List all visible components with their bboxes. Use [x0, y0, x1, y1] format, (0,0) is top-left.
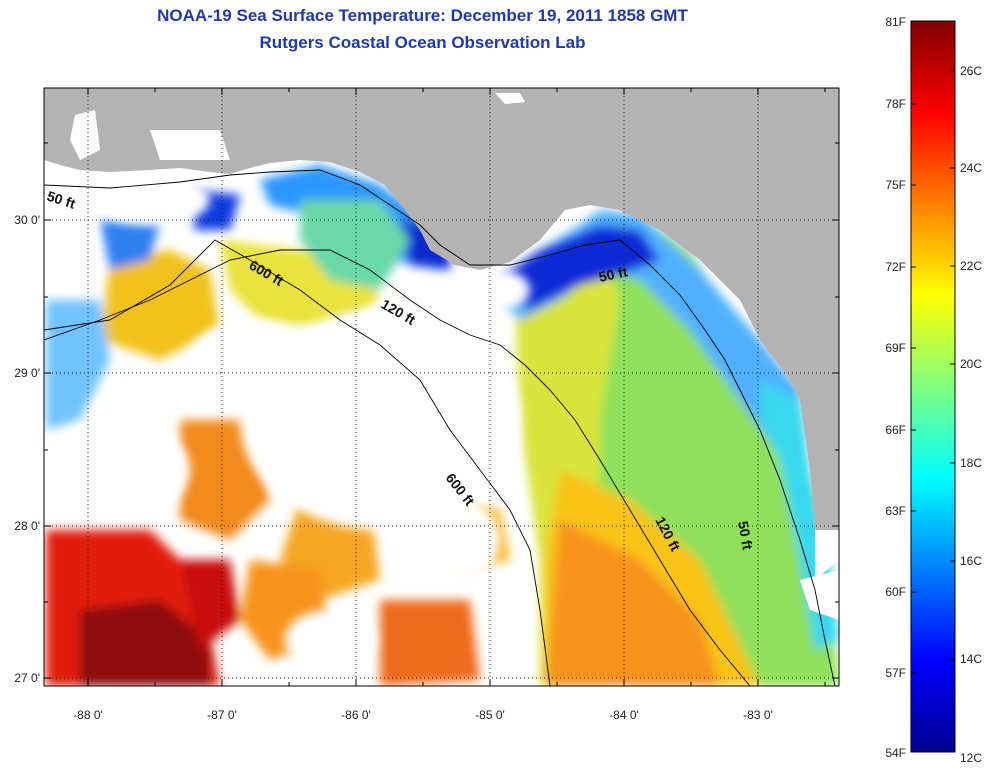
map-frame	[43, 87, 840, 687]
colorbar-c-label: 26C	[960, 64, 982, 78]
contour-label: 50 ft	[597, 263, 629, 285]
colorbar-f-label: 78F	[885, 97, 906, 111]
lon-tick-label: -85 0'	[475, 708, 505, 722]
colorbar-f-labels: 81F 78F 75F 72F 69F 66F 63F 60F 57F 54F	[885, 15, 906, 760]
map-subtitle: Rutgers Coastal Ocean Observation Lab	[259, 33, 586, 52]
graticule	[44, 88, 839, 686]
colorbar-f-label: 57F	[885, 666, 906, 680]
lon-tick-label: -84 0'	[609, 708, 639, 722]
colorbar-c-label: 12C	[960, 751, 982, 765]
colorbar-f-label: 81F	[885, 15, 906, 29]
axis-ticks	[44, 88, 839, 686]
lat-tick-label: 28 0'	[14, 519, 40, 533]
land-mass	[44, 88, 839, 530]
colorbar-c-label: 22C	[960, 259, 982, 273]
colorbar-f-label: 75F	[885, 178, 906, 192]
colorbar-f-label: 69F	[885, 341, 906, 355]
colorbar-c-label: 20C	[960, 357, 982, 371]
lat-tick-labels: 30 0' 29 0' 28 0' 27 0'	[14, 213, 40, 685]
colorbar-f-label: 54F	[885, 746, 906, 760]
colorbar-f-label: 72F	[885, 260, 906, 274]
lon-tick-label: -83 0'	[743, 708, 773, 722]
colorbar-c-label: 16C	[960, 554, 982, 568]
colorbar-c-labels: 26C 24C 22C 20C 18C 16C 14C 12C	[960, 64, 982, 765]
lon-tick-label: -87 0'	[207, 708, 237, 722]
colorbar-c-label: 24C	[960, 161, 982, 175]
colorbar	[910, 20, 956, 753]
lon-tick-label: -88 0'	[73, 708, 103, 722]
sst-field	[46, 165, 839, 686]
isobath-600ft	[44, 239, 551, 686]
colorbar-ticks	[911, 70, 955, 674]
isobath-120ft	[44, 249, 751, 686]
lat-tick-label: 27 0'	[14, 671, 40, 685]
map-title: NOAA-19 Sea Surface Temperature: Decembe…	[157, 6, 688, 25]
colorbar-f-label: 63F	[885, 504, 906, 518]
colorbar-f-label: 66F	[885, 423, 906, 437]
lat-tick-label: 30 0'	[14, 213, 40, 227]
colorbar-f-label: 60F	[885, 585, 906, 599]
lat-tick-label: 29 0'	[14, 366, 40, 380]
lon-tick-label: -86 0'	[341, 708, 371, 722]
lon-tick-labels: -88 0' -87 0' -86 0' -85 0' -84 0' -83 0…	[73, 708, 773, 722]
isobaths	[44, 169, 836, 686]
colorbar-c-label: 18C	[960, 456, 982, 470]
isobath-50ft	[44, 169, 836, 686]
contour-label: 50 ft	[735, 520, 756, 551]
colorbar-c-label: 14C	[960, 652, 982, 666]
